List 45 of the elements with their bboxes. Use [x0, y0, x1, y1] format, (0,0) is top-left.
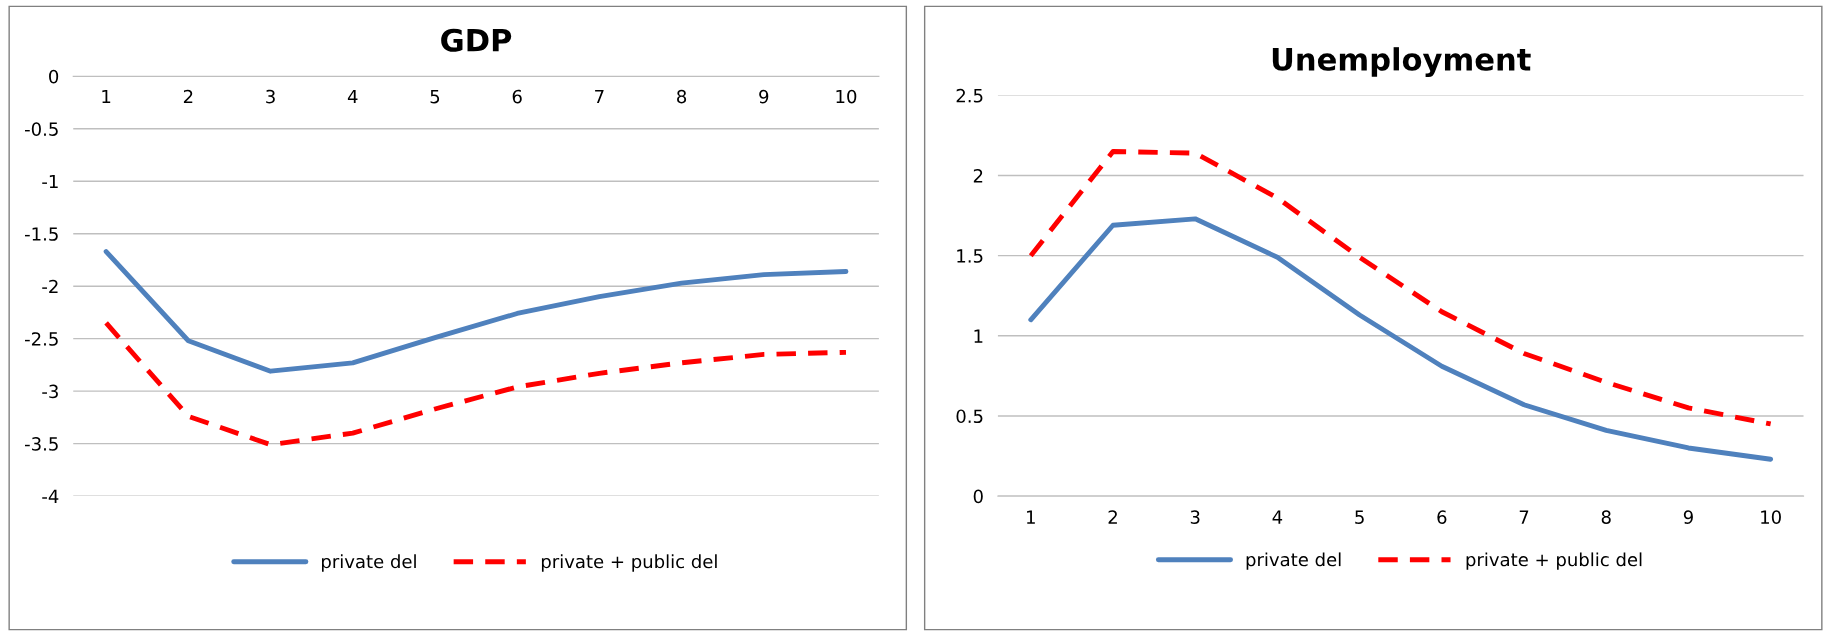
line-series [1028, 149, 1774, 427]
y-tick-label: -3.5 [25, 437, 58, 451]
y-tick-label: 0 [49, 69, 59, 84]
x-tick-label: 6 [512, 89, 522, 104]
x-tick-label: 6 [1437, 510, 1447, 524]
x-tick-label: 8 [1601, 510, 1611, 524]
y-tick-label: 1 [974, 329, 983, 343]
x-tick-label: 4 [1272, 510, 1283, 524]
chart-title: Unemployment [1272, 47, 1531, 77]
y-tick-label: -3 [42, 384, 58, 399]
legend-label: private del [322, 554, 416, 572]
x-tick-label: 7 [595, 89, 604, 104]
x-tick-label: 3 [266, 89, 275, 104]
legend-label: private + public del [541, 554, 717, 572]
x-tick-label: 5 [430, 89, 440, 104]
y-tick-label: 1.5 [957, 249, 983, 263]
y-tick-label: -1.5 [25, 227, 58, 241]
x-tick-label: 2 [1108, 510, 1117, 524]
line-series [103, 249, 849, 374]
x-tick-label: 8 [677, 89, 687, 104]
y-tick-label: 2.5 [956, 88, 983, 103]
x-tick-label: 1 [1027, 510, 1035, 524]
y-tick-label: 0 [973, 489, 983, 504]
y-tick-label: -2 [42, 279, 58, 294]
y-tick-label: -1 [42, 174, 58, 189]
chart-title: GDP [441, 28, 512, 52]
y-tick-label: 2 [973, 169, 983, 183]
x-tick-label: 9 [759, 89, 769, 104]
x-tick-label: 3 [1190, 510, 1200, 524]
y-tick-label: -0.5 [25, 122, 58, 136]
x-tick-label: 4 [347, 89, 358, 104]
line-series [1028, 216, 1774, 462]
x-tick-label: 2 [183, 89, 193, 104]
x-tick-label: 10 [836, 89, 857, 104]
legend-label: private del [1246, 552, 1341, 570]
x-tick-label: 1 [102, 89, 111, 104]
x-tick-label: 9 [1683, 510, 1693, 524]
line-series [103, 320, 849, 448]
x-tick-label: 7 [1519, 510, 1529, 524]
y-tick-label: -2.5 [25, 332, 58, 346]
x-tick-label: 10 [1761, 510, 1781, 524]
y-tick-label: 0.5 [956, 409, 983, 424]
y-tick-label: -4 [42, 489, 59, 503]
x-tick-label: 5 [1355, 510, 1364, 524]
legend-label: private + public del [1466, 552, 1642, 570]
